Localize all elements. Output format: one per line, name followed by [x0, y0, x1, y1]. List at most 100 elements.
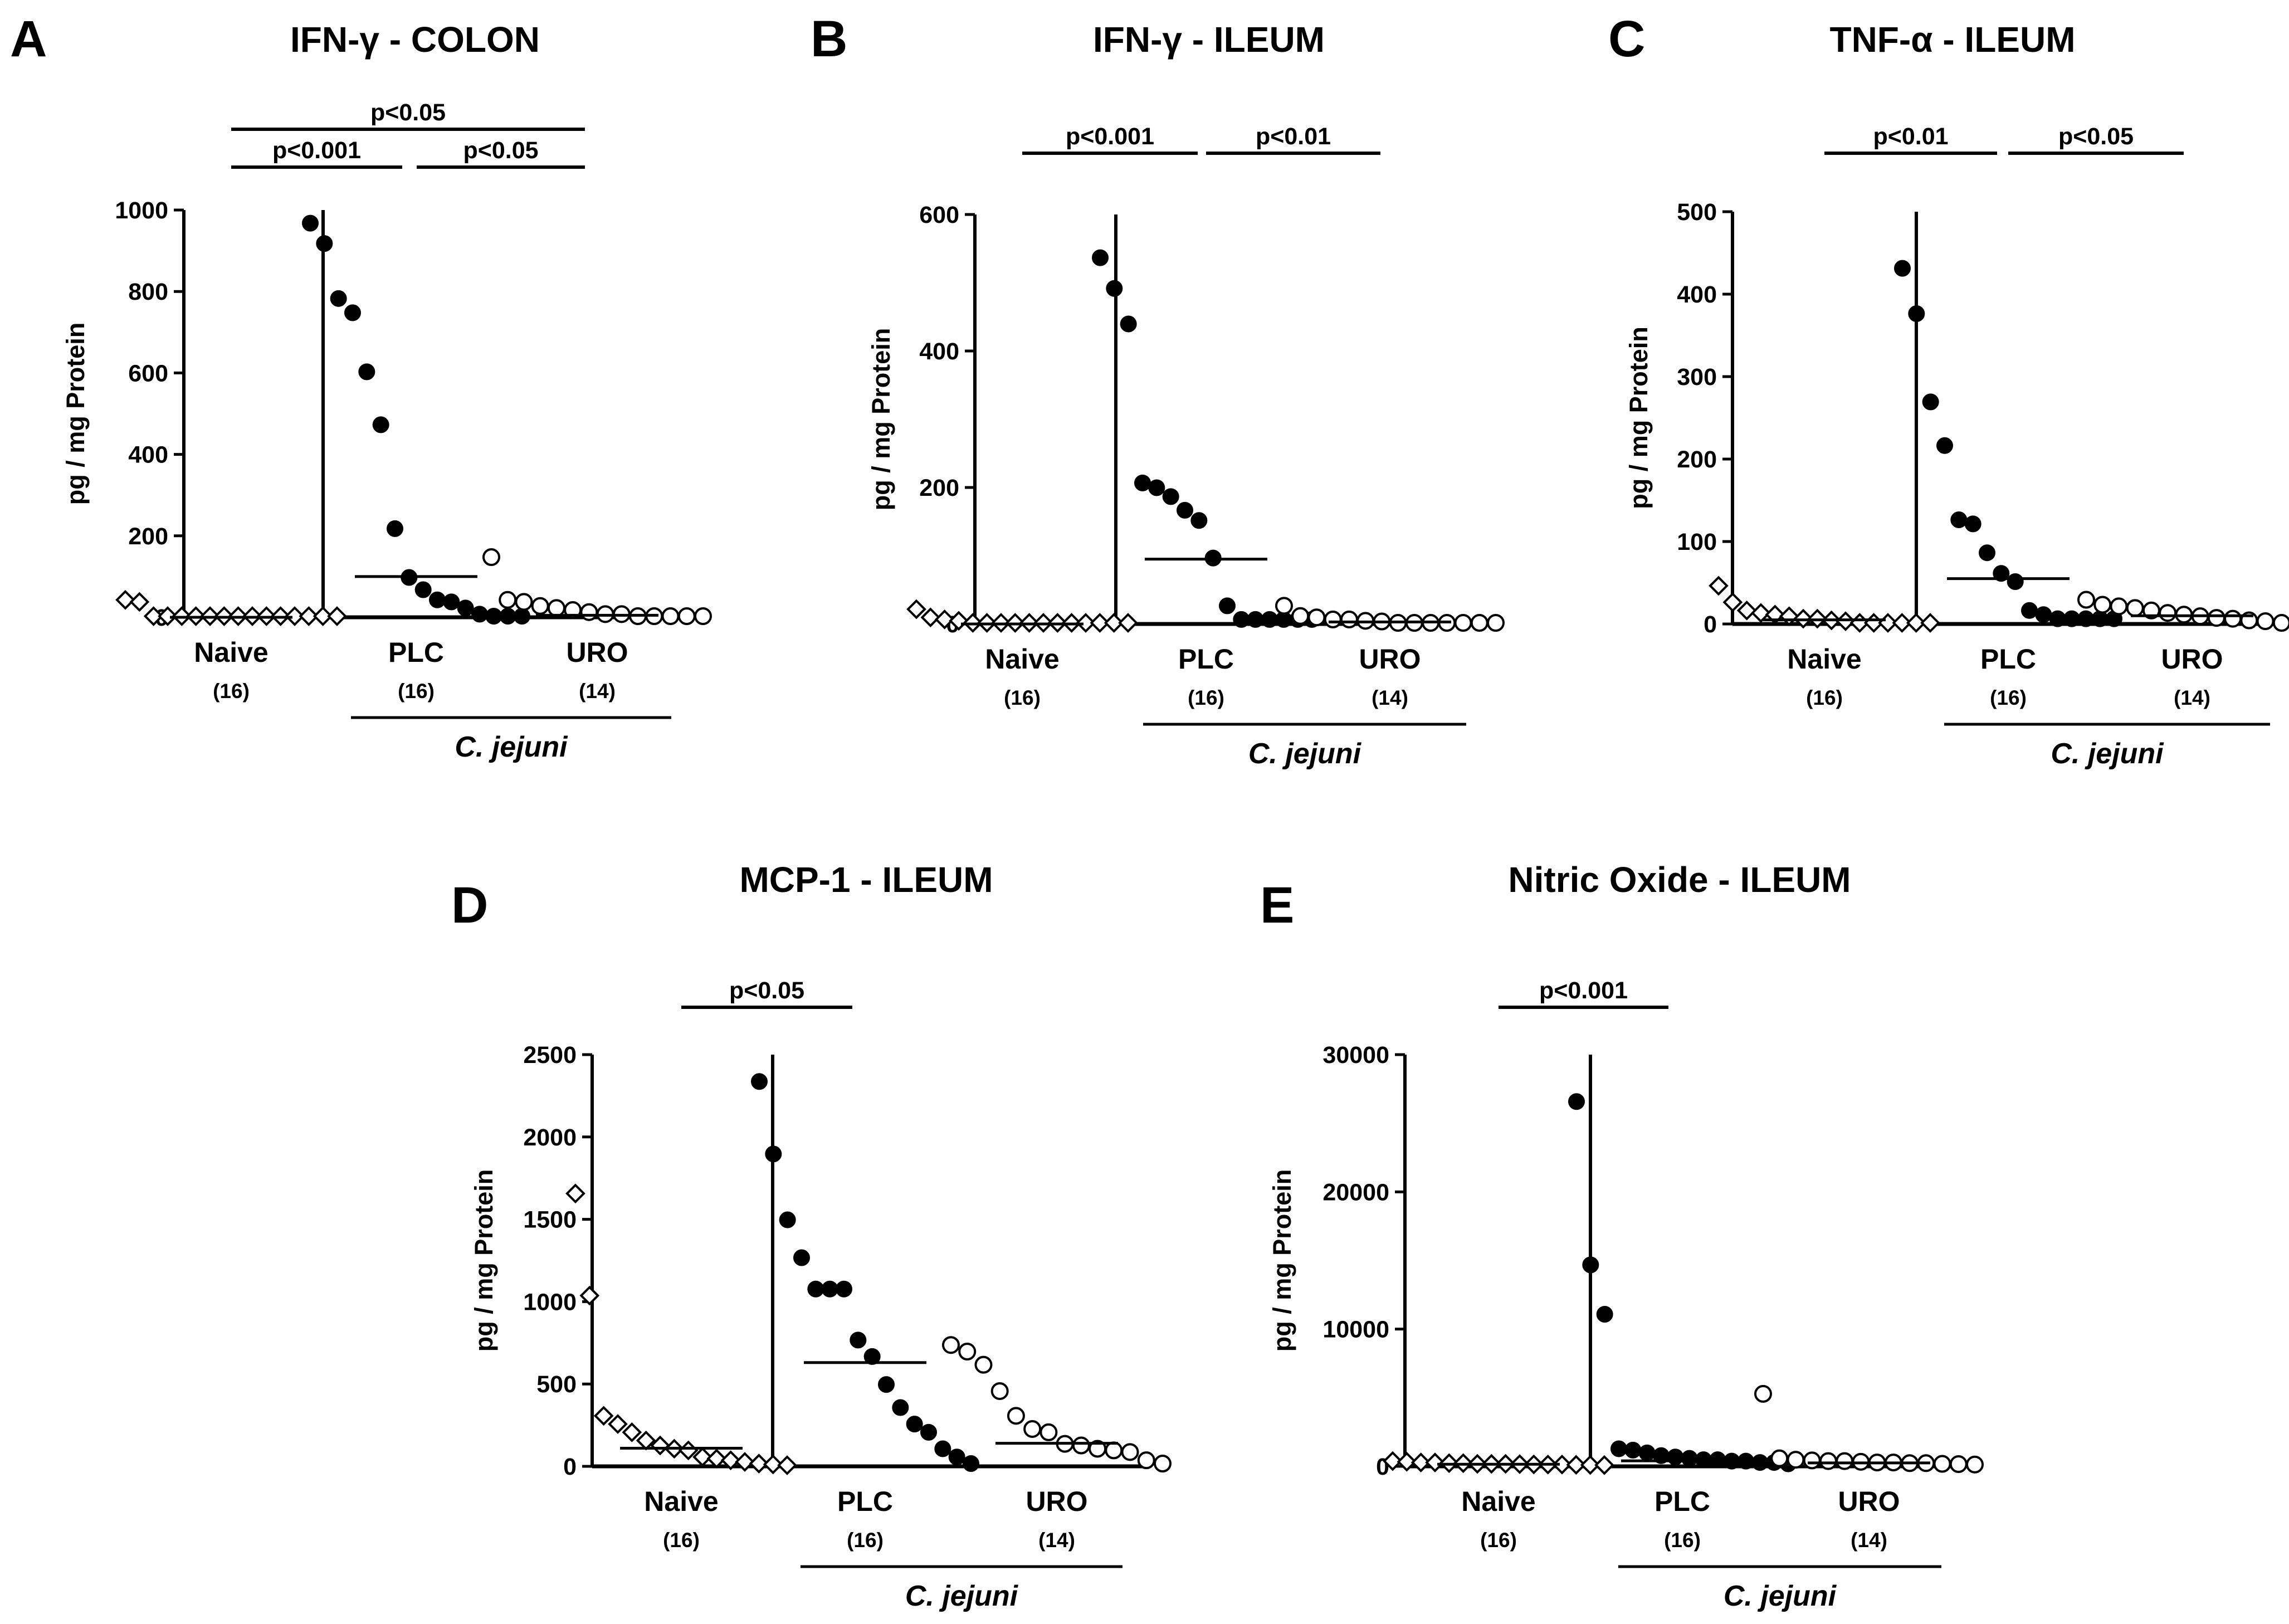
p-value-label: p<0.05 [370, 99, 446, 126]
panel-letter: A [10, 11, 47, 67]
data-point-naive [1397, 1452, 1417, 1472]
data-point-plc [751, 1073, 768, 1090]
data-point-plc [2049, 610, 2066, 627]
data-point-plc [1582, 1256, 1599, 1274]
data-point-plc [934, 1440, 951, 1457]
sample-count: (16) [847, 1529, 884, 1552]
sample-count: (16) [213, 680, 250, 703]
data-point-naive [622, 1422, 642, 1442]
category-label: Naive [1461, 1486, 1535, 1517]
data-point-plc [1568, 1093, 1585, 1110]
category-label: URO [1026, 1486, 1087, 1517]
category-label: Naive [1787, 643, 1861, 675]
data-point-plc [1106, 280, 1123, 297]
data-point-plc [1219, 597, 1236, 615]
data-point-naive [1566, 1455, 1587, 1475]
p-value-label: p<0.05 [463, 137, 538, 164]
data-point-uro [1324, 610, 1342, 628]
data-point-naive [749, 1454, 769, 1474]
data-point-uro [1137, 1451, 1155, 1470]
data-point-plc [1190, 512, 1208, 529]
data-point-plc [1638, 1444, 1656, 1461]
data-point-plc [1596, 1306, 1613, 1323]
data-point-uro [958, 1343, 977, 1361]
data-point-naive [158, 606, 178, 626]
sample-count: (14) [2174, 686, 2210, 709]
data-point-uro [1291, 607, 1310, 625]
data-point-plc [2063, 610, 2080, 627]
category-label: PLC [1654, 1486, 1710, 1517]
y-tick-label: 0 [1704, 611, 1717, 638]
y-tick-label: 20000 [1322, 1179, 1389, 1206]
p-value-label: p<0.01 [1256, 123, 1331, 150]
category-label: URO [566, 637, 628, 668]
panel-letter: C [1608, 11, 1645, 67]
p-value-label: p<0.05 [2058, 123, 2134, 150]
data-point-plc [948, 1449, 965, 1466]
category-label: URO [2161, 643, 2223, 675]
data-point-uro [2159, 604, 2177, 622]
data-point-naive [1736, 600, 1757, 621]
data-point-plc [471, 606, 488, 623]
y-tick-label: 800 [128, 279, 168, 305]
data-point-plc [892, 1399, 909, 1416]
data-point-plc [1610, 1440, 1627, 1457]
panel-letter: B [811, 11, 847, 67]
data-point-uro [1105, 1441, 1123, 1460]
data-point-uro [694, 607, 712, 625]
p-value-label: p<0.001 [272, 137, 361, 164]
panel-d: D MCP-1 - ILEUM 0 500 1000 1500 2000 2500 pg / m… [451, 860, 1172, 1612]
data-point-uro [1307, 608, 1326, 627]
data-point-naive [1411, 1452, 1431, 1472]
data-point-uro [1966, 1455, 1984, 1474]
y-tick-label: 500 [1677, 199, 1717, 226]
data-point-uro [942, 1336, 960, 1354]
y-tick-label: 400 [128, 442, 168, 469]
data-point-uro [1154, 1455, 1172, 1473]
data-point-plc [765, 1145, 782, 1163]
data-point-plc [850, 1332, 867, 1349]
data-point-naive [327, 606, 347, 626]
data-point-uro [547, 599, 565, 617]
y-axis-label: pg / mg Protein [61, 323, 90, 505]
data-point-uro [499, 591, 517, 609]
sample-count: (16) [1664, 1529, 1701, 1552]
data-point-uro [1023, 1420, 1042, 1438]
sample-count: (16) [1480, 1529, 1517, 1552]
chart-title: MCP-1 - ILEUM [739, 860, 993, 900]
data-point-plc [2077, 610, 2095, 627]
data-point-uro [661, 607, 680, 625]
data-point-naive [1709, 576, 1729, 596]
category-label: PLC [1980, 643, 2036, 675]
data-point-naive [1580, 1455, 1600, 1475]
data-point-plc [457, 599, 474, 617]
data-point-naive [1594, 1455, 1614, 1475]
data-point-plc [1261, 611, 1278, 628]
y-tick-label: 1000 [115, 197, 168, 224]
data-point-naive [299, 606, 319, 626]
data-point-naive [1104, 613, 1124, 633]
data-point-plc [1162, 488, 1179, 505]
data-point-uro [1949, 1455, 1968, 1474]
data-point-plc [443, 593, 460, 611]
data-point-plc [1936, 437, 1953, 454]
data-point-naive [313, 606, 333, 626]
y-axis-label: pg / mg Protein [1268, 1169, 1296, 1352]
data-point-plc [1624, 1441, 1642, 1459]
p-value-label: p<0.05 [729, 977, 804, 1004]
y-tick-label: 300 [1677, 364, 1717, 391]
y-tick-label: 500 [536, 1371, 577, 1398]
group-label: C. jejuni [455, 731, 568, 763]
data-point-plc [1979, 544, 1995, 562]
sample-count: (16) [1188, 686, 1224, 709]
data-point-plc [1134, 474, 1151, 491]
data-point-naive [593, 1406, 614, 1426]
data-point-uro [1039, 1423, 1058, 1441]
sample-count: (16) [1990, 686, 2027, 709]
data-point-uro [2077, 591, 2095, 609]
category-label: PLC [1178, 643, 1234, 675]
data-point-naive [608, 1414, 628, 1434]
data-point-naive [1892, 613, 1912, 633]
data-point-naive [1906, 613, 1926, 633]
data-point-uro [515, 593, 533, 611]
